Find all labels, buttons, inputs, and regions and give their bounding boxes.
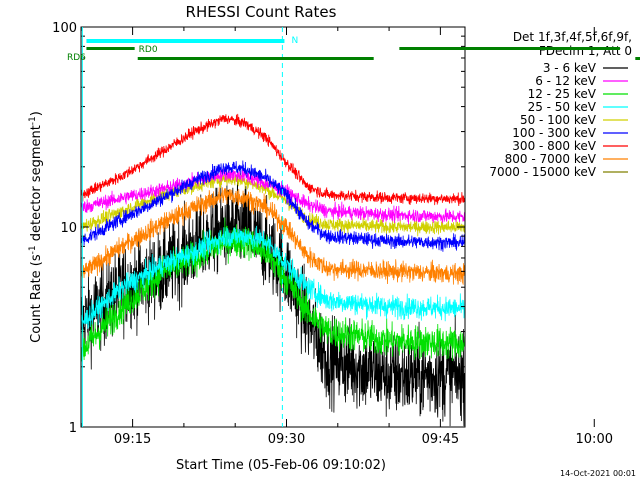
x-tick-label-0: 09:15 — [114, 432, 151, 447]
timestamp: 14-Oct-2021 00:01 — [560, 469, 636, 478]
y-axis-label-end: ) — [29, 111, 44, 116]
legend: Det 1f,3f,4f,5f,6f,9f, FDecim 1, Att 0 3… — [489, 30, 632, 179]
chart-title: RHESSI Count Rates — [186, 3, 337, 21]
legend-header-line-1: Det 1f,3f,4f,5f,6f,9f, — [513, 30, 632, 44]
legend-label-0: 3 - 6 keV — [543, 61, 597, 75]
legend-label-2: 12 - 25 keV — [528, 87, 597, 101]
rd0-bar-0 — [86, 47, 135, 50]
legend-label-7: 800 - 7000 keV — [505, 152, 597, 166]
y-tick-label-2: 100 — [52, 21, 77, 36]
rd6-bar-0 — [137, 57, 374, 60]
x-tick-label-3: 10:00 — [576, 432, 613, 447]
y-axis-label: Count Rate (s-1 detector segment-1) — [28, 111, 44, 343]
y-axis-label-mid: detector segment — [29, 125, 44, 245]
legend-label-8: 7000 - 15000 keV — [489, 165, 596, 179]
y-tick-label-0: 1 — [69, 421, 77, 436]
x-axis-label: Start Time (05-Feb-06 09:10:02) — [176, 458, 386, 473]
series-line-800-7000-kev — [81, 187, 465, 285]
n-label: N — [291, 36, 298, 46]
x-tick-label-1: 09:30 — [268, 432, 305, 447]
legend-label-6: 300 - 800 keV — [512, 139, 596, 153]
series-line-6-12-kev — [81, 167, 465, 225]
y-axis-label-sup2: -1 — [28, 116, 38, 125]
y-tick-label-1: 10 — [60, 221, 77, 236]
legend-header-line-2: FDecim 1, Att 0 — [539, 44, 632, 58]
x-tick-label-2: 09:45 — [422, 432, 459, 447]
green-bar-0 — [399, 47, 620, 50]
rd0-label: RD0 — [139, 45, 158, 55]
legend-label-4: 50 - 100 keV — [520, 113, 597, 127]
n-bar-0 — [86, 39, 285, 43]
legend-label-5: 100 - 300 keV — [512, 126, 596, 140]
rd6-label: RD6 — [67, 53, 86, 63]
legend-label-1: 6 - 12 keV — [535, 74, 597, 88]
series-line-25-50-kev — [81, 225, 465, 330]
green-low-bar-0 — [635, 57, 640, 60]
series-line-300-800-kev — [81, 113, 465, 206]
legend-label-3: 25 - 50 keV — [528, 100, 597, 114]
y-axis-label-main: Count Rate (s — [29, 254, 44, 343]
series-line-100-300-kev — [81, 160, 465, 252]
series-line-12-25-kev — [81, 217, 465, 367]
axis-ticks: 09:1509:3009:4510:0010:1510:3010:4511010… — [52, 21, 613, 447]
y-axis-label-sup1: -1 — [28, 245, 38, 254]
